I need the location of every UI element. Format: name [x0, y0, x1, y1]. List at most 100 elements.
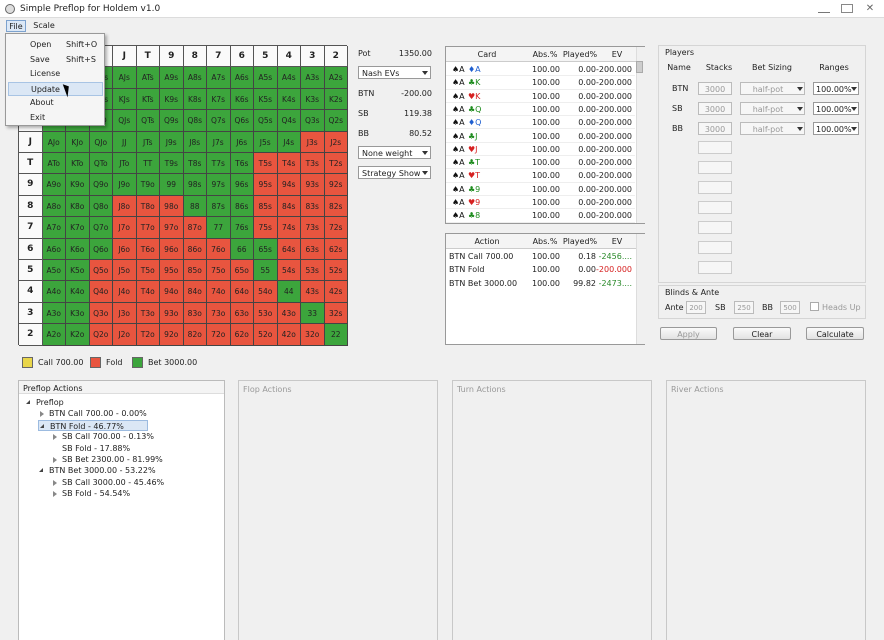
- file-menu-item[interactable]: License: [8, 67, 103, 81]
- hand-cell[interactable]: A3s: [301, 67, 325, 89]
- menu-item[interactable]: Scale: [33, 21, 55, 30]
- tree-toggle[interactable]: [53, 491, 57, 498]
- range-select[interactable]: 100.00%: [813, 82, 859, 95]
- bet-sizing-select[interactable]: half-pot: [740, 82, 805, 95]
- hand-cell[interactable]: T6s: [230, 153, 254, 175]
- hand-cell[interactable]: 66: [230, 238, 254, 260]
- hand-cell[interactable]: AJs: [113, 67, 137, 89]
- hand-cell[interactable]: J5o: [113, 260, 137, 282]
- hand-cell[interactable]: T7o: [136, 217, 160, 239]
- hand-cell[interactable]: 22: [324, 324, 348, 346]
- hand-cell[interactable]: 65o: [230, 260, 254, 282]
- hand-cell[interactable]: 52s: [324, 260, 348, 282]
- hand-cell[interactable]: KJo: [66, 131, 90, 153]
- minimize-button[interactable]: [818, 4, 830, 13]
- hand-cell[interactable]: 94s: [277, 174, 301, 196]
- hand-cell[interactable]: A2o: [42, 324, 66, 346]
- hand-cell[interactable]: 97s: [207, 174, 231, 196]
- hand-cell[interactable]: 82s: [324, 195, 348, 218]
- button[interactable]: Apply: [660, 327, 717, 340]
- hand-cell[interactable]: 86s: [230, 195, 254, 218]
- hand-cell[interactable]: 62s: [324, 238, 348, 260]
- hand-cell[interactable]: Q4o: [89, 281, 113, 303]
- hand-cell[interactable]: K2s: [324, 88, 348, 111]
- hand-cell[interactable]: J2s: [324, 131, 348, 153]
- hand-cell[interactable]: 88: [183, 195, 207, 218]
- hand-cell[interactable]: KTs: [136, 88, 160, 111]
- hand-cell[interactable]: K2o: [66, 324, 90, 346]
- hand-cell[interactable]: T9o: [136, 174, 160, 196]
- file-menu-item[interactable]: Exit: [8, 111, 103, 125]
- tree-node[interactable]: SB Fold - 54.54%: [51, 488, 224, 499]
- hand-cell[interactable]: J4s: [277, 131, 301, 153]
- field-input[interactable]: 500: [780, 301, 800, 314]
- hand-cell[interactable]: QTs: [136, 110, 160, 132]
- hand-cell[interactable]: 99: [160, 174, 184, 196]
- select[interactable]: None weight: [358, 146, 431, 159]
- field-input[interactable]: 250: [734, 301, 754, 314]
- hand-cell[interactable]: J7s: [207, 131, 231, 153]
- empty-input[interactable]: [698, 261, 732, 274]
- tree-toggle[interactable]: [39, 468, 43, 473]
- hand-cell[interactable]: 55: [254, 260, 278, 282]
- hand-cell[interactable]: A9s: [160, 67, 184, 89]
- hand-cell[interactable]: Q2s: [324, 110, 348, 132]
- table-row[interactable]: ♠A ♣T 100.00 0.00 -200.000: [446, 156, 635, 170]
- hand-cell[interactable]: 72s: [324, 217, 348, 239]
- hand-cell[interactable]: J7o: [113, 217, 137, 239]
- table-row[interactable]: BTN Fold 100.00 0.00 -200.000: [446, 263, 635, 276]
- hand-cell[interactable]: Q5o: [89, 260, 113, 282]
- hand-cell[interactable]: 75s: [254, 217, 278, 239]
- tree-node[interactable]: BTN Fold - 46.77%: [38, 419, 148, 432]
- hand-cell[interactable]: AJo: [42, 131, 66, 153]
- tree-toggle[interactable]: [40, 423, 44, 428]
- hand-cell[interactable]: A4s: [277, 67, 301, 89]
- table-row[interactable]: BTN Call 700.00 100.00 0.18 -2456....: [446, 250, 635, 263]
- hand-cell[interactable]: 98s: [183, 174, 207, 196]
- hand-cell[interactable]: A7s: [207, 67, 231, 89]
- hand-cell[interactable]: TT: [136, 153, 160, 175]
- table-row[interactable]: ♠A ♣K 100.00 0.00 -200.000: [446, 76, 635, 90]
- hand-cell[interactable]: A6s: [230, 67, 254, 89]
- hand-cell[interactable]: T4o: [136, 281, 160, 303]
- hand-cell[interactable]: J3o: [113, 302, 137, 325]
- hand-cell[interactable]: Q6o: [89, 238, 113, 260]
- empty-input[interactable]: [698, 221, 732, 234]
- stack-input[interactable]: 3000: [698, 122, 732, 135]
- hand-cell[interactable]: 62o: [230, 324, 254, 346]
- hand-cell[interactable]: J2o: [113, 324, 137, 346]
- hand-cell[interactable]: 87s: [207, 195, 231, 218]
- hand-cell[interactable]: K9s: [160, 88, 184, 111]
- hand-cell[interactable]: 52o: [254, 324, 278, 346]
- hand-cell[interactable]: T8s: [183, 153, 207, 175]
- checkbox[interactable]: [810, 302, 819, 311]
- hand-cell[interactable]: Q8o: [89, 195, 113, 218]
- hand-cell[interactable]: T7s: [207, 153, 231, 175]
- file-menu-item[interactable]: Open Shift+O: [8, 38, 103, 52]
- maximize-button[interactable]: [841, 4, 853, 13]
- hand-cell[interactable]: 92o: [160, 324, 184, 346]
- table-row[interactable]: ♠A ♦A 100.00 0.00 -200.000: [446, 63, 635, 77]
- hand-cell[interactable]: Q5s: [254, 110, 278, 132]
- stack-input[interactable]: 3000: [698, 82, 732, 95]
- hand-cell[interactable]: 42s: [324, 281, 348, 303]
- tree-node[interactable]: BTN Bet 3000.00 - 53.22%: [38, 465, 224, 476]
- hand-cell[interactable]: A8s: [183, 67, 207, 89]
- button[interactable]: Calculate: [806, 327, 864, 340]
- tree-toggle[interactable]: [53, 434, 57, 441]
- hand-cell[interactable]: K9o: [66, 174, 90, 196]
- table-row[interactable]: ♠A ♥9 100.00 0.00 -200.000: [446, 196, 635, 210]
- hand-cell[interactable]: 65s: [254, 238, 278, 260]
- hand-cell[interactable]: 84s: [277, 195, 301, 218]
- hand-cell[interactable]: K7o: [66, 217, 90, 239]
- hand-cell[interactable]: T5o: [136, 260, 160, 282]
- hand-cell[interactable]: 98o: [160, 195, 184, 218]
- hand-cell[interactable]: 64s: [277, 238, 301, 260]
- hand-cell[interactable]: 83s: [301, 195, 325, 218]
- hand-cell[interactable]: A2s: [324, 67, 348, 89]
- hand-cell[interactable]: 86o: [183, 238, 207, 260]
- tree-node[interactable]: BTN Call 700.00 - 0.00%: [38, 408, 224, 419]
- hand-cell[interactable]: K7s: [207, 88, 231, 111]
- hand-cell[interactable]: ATs: [136, 67, 160, 89]
- hand-cell[interactable]: T2s: [324, 153, 348, 175]
